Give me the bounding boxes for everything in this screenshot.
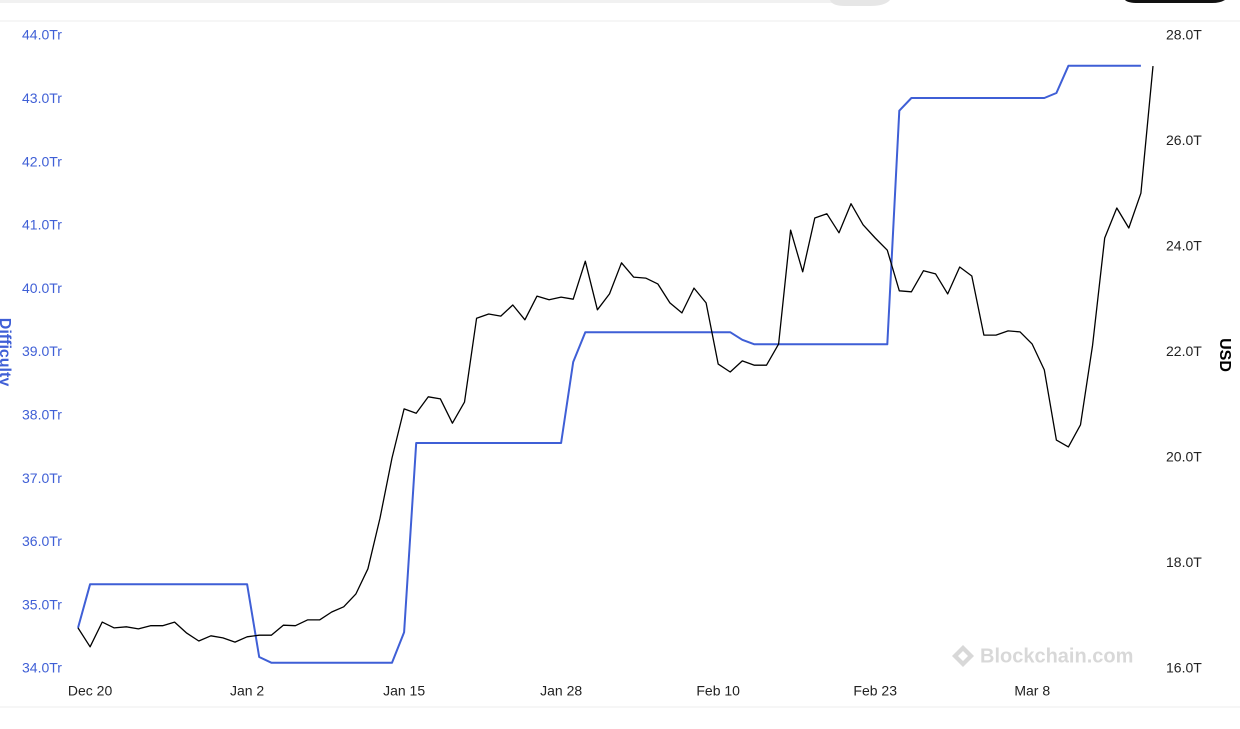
x-tick-label: Dec 20 — [68, 683, 113, 699]
y2-tick-label: 26.0T — [1166, 132, 1202, 148]
y-tick-label: 40.0Tr — [22, 280, 62, 296]
x-tick-label: Jan 2 — [230, 683, 264, 699]
y2-axis-label: USD — [1216, 338, 1233, 372]
line-series — [77, 66, 1154, 648]
y-tick-label: 37.0Tr — [22, 470, 62, 486]
y-tick-label: 34.0Tr — [22, 660, 62, 676]
y2-tick-label: 22.0T — [1166, 343, 1202, 359]
y-tick-label: 35.0Tr — [22, 596, 62, 612]
watermark-text: Blockchain.com — [980, 645, 1133, 667]
y-tick-label: 36.0Tr — [22, 533, 62, 549]
y2-tick-label: 16.0T — [1166, 660, 1202, 676]
y-tick-label: 44.0Tr — [22, 27, 62, 43]
y-tick-label: 42.0Tr — [22, 153, 62, 169]
y-tick-label: 39.0Tr — [22, 343, 62, 359]
x-tick-label: Jan 28 — [540, 683, 582, 699]
y2-tick-label: 18.0T — [1166, 554, 1202, 570]
header-button-edge — [1125, 0, 1225, 3]
y-tick-label: 38.0Tr — [22, 407, 62, 423]
x-tick-label: Feb 10 — [696, 683, 740, 699]
y2-tick-label: 24.0T — [1166, 238, 1202, 254]
watermark: Blockchain.com — [952, 645, 1133, 667]
y2-tick-label: 20.0T — [1166, 449, 1202, 465]
y-axis-label: Difficulty — [0, 318, 13, 387]
watermark-logo — [952, 645, 974, 667]
y-tick-label: 41.0Tr — [22, 217, 62, 233]
y-tick-label: 43.0Tr — [22, 90, 62, 106]
x-tick-label: Mar 8 — [1014, 683, 1050, 699]
x-tick-label: Jan 15 — [383, 683, 425, 699]
x-tick-label: Feb 23 — [853, 683, 897, 699]
y2-tick-label: 28.0T — [1166, 27, 1202, 43]
search-button-edge — [830, 0, 890, 6]
search-bar-edge — [0, 0, 886, 3]
line-series — [77, 64, 1141, 664]
